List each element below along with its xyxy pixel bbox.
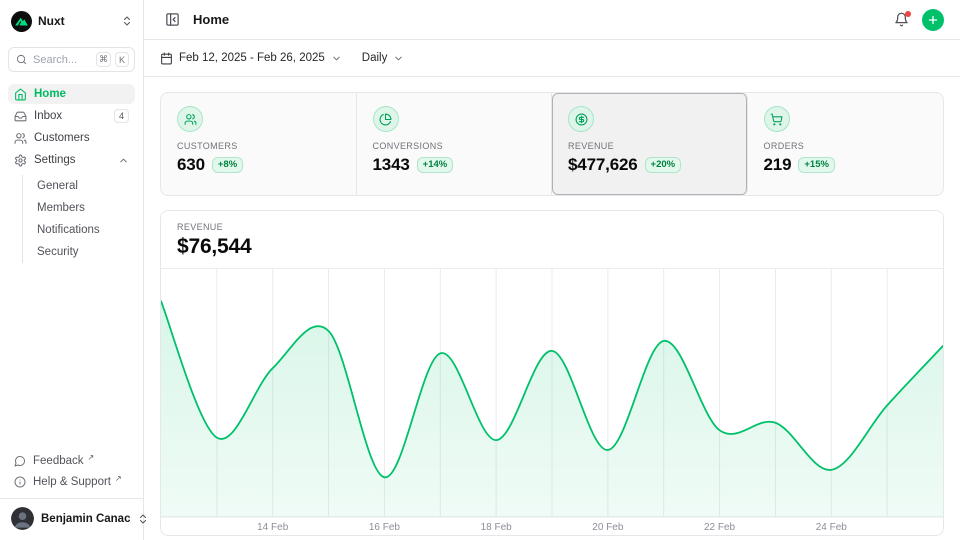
add-button[interactable] [922, 8, 944, 31]
sidebar-collapse-button[interactable] [160, 8, 184, 32]
feedback-label: Feedback [33, 454, 84, 467]
chart-metric-label: REVENUE [177, 222, 224, 232]
chart-header: REVENUE $76,544 [161, 211, 943, 269]
sidebar-item-customers[interactable]: Customers [8, 128, 135, 148]
sidebar-divider [0, 498, 143, 499]
stat-delta-badge: +14% [416, 157, 454, 173]
stat-label: ORDERS [763, 141, 805, 151]
date-range-label: Feb 12, 2025 - Feb 26, 2025 [179, 52, 325, 64]
message-circle-icon [14, 455, 26, 467]
settings-sub-list: General Members Notifications Security [22, 175, 135, 263]
notification-dot [905, 10, 911, 17]
stat-card-orders[interactable]: ORDERS 219 +15% [748, 93, 944, 195]
stat-card-conversions[interactable]: CONVERSIONS 1343 +14% [357, 93, 552, 195]
stat-delta-badge: +15% [798, 157, 835, 173]
stat-label: REVENUE [568, 141, 615, 151]
search-icon [16, 54, 27, 65]
granularity-label: Daily [361, 52, 388, 64]
users-icon [177, 106, 203, 132]
sidebar-item-label: Home [34, 88, 66, 100]
info-circle-icon [14, 476, 26, 488]
home-icon [14, 88, 27, 101]
chevron-up-icon [118, 155, 129, 166]
workspace-name: Nuxt [38, 14, 65, 28]
inbox-icon [14, 110, 27, 123]
pie-chart-icon [372, 106, 399, 132]
search-box[interactable]: ⌘ K [8, 47, 135, 72]
sidebar-item-settings[interactable]: Settings [8, 150, 135, 170]
chevrons-up-down-icon [121, 15, 133, 27]
stats-row: CUSTOMERS 630 +8% CONVERSIONS 1343 +14% [160, 92, 944, 196]
svg-text:24 Feb: 24 Feb [816, 522, 848, 533]
filters-toolbar: Feb 12, 2025 - Feb 26, 2025 Daily [144, 40, 960, 77]
svg-text:16 Feb: 16 Feb [369, 522, 401, 533]
sidebar-subitem-security[interactable]: Security [37, 246, 79, 258]
sidebar-item-label: Settings [34, 154, 76, 166]
svg-text:14 Feb: 14 Feb [257, 522, 289, 533]
users-icon [14, 132, 27, 145]
stat-card-customers[interactable]: CUSTOMERS 630 +8% [161, 93, 357, 195]
notifications-button[interactable] [889, 8, 913, 32]
user-name: Benjamin Canac [41, 512, 131, 525]
sidebar-nav: Home Inbox 4 Customers Settings [8, 84, 135, 263]
main-area: Home Feb 12, 2025 - Feb 26, 2025 Daily [144, 0, 960, 540]
sidebar-spacer [8, 263, 135, 450]
avatar [11, 507, 34, 530]
help-support-link[interactable]: Help & Support ↗ [8, 471, 135, 492]
stat-delta-badge: +8% [211, 157, 244, 173]
svg-text:20 Feb: 20 Feb [592, 522, 624, 533]
circle-dollar-icon [568, 106, 594, 132]
date-range-picker[interactable]: Feb 12, 2025 - Feb 26, 2025 [160, 52, 342, 65]
external-link-icon: ↗ [87, 453, 95, 462]
inbox-count-badge: 4 [113, 109, 129, 123]
chevron-down-icon [393, 53, 404, 64]
sidebar-item-label: Customers [34, 132, 90, 144]
sidebar-subitem-general[interactable]: General [37, 180, 78, 192]
chevron-down-icon [331, 53, 342, 64]
stat-label: CONVERSIONS [372, 141, 443, 151]
sidebar: Nuxt ⌘ K Home Inbo [0, 0, 147, 540]
stat-card-revenue[interactable]: REVENUE $477,626 +20% [552, 93, 748, 195]
calendar-icon [160, 52, 173, 65]
stat-value: 1343 [372, 155, 410, 174]
nuxt-logo-icon [11, 10, 32, 32]
stat-label: CUSTOMERS [177, 141, 238, 151]
sidebar-item-home[interactable]: Home [8, 84, 135, 104]
gear-icon [14, 154, 27, 167]
revenue-chart-panel: REVENUE $76,544 14 Feb 16 Feb 18 Feb 20 Feb… [160, 210, 944, 536]
svg-text:22 Feb: 22 Feb [704, 522, 736, 533]
sidebar-item-inbox[interactable]: Inbox 4 [8, 106, 135, 126]
search-input[interactable] [31, 52, 92, 67]
kbd-cmd: ⌘ [96, 52, 111, 67]
chevrons-up-down-icon [137, 513, 149, 525]
external-link-icon: ↗ [115, 474, 122, 483]
stat-value: $477,626 [568, 155, 638, 174]
stat-value: 219 [763, 155, 792, 174]
kbd-k: K [115, 52, 129, 67]
workspace-switcher[interactable]: Nuxt [8, 8, 135, 34]
sidebar-subitem-notifications[interactable]: Notifications [37, 224, 100, 236]
dashboard-content: CUSTOMERS 630 +8% CONVERSIONS 1343 +14% [144, 77, 960, 540]
page-title: Home [193, 12, 230, 27]
user-menu[interactable]: Benjamin Canac [8, 499, 147, 532]
granularity-select[interactable]: Daily [362, 52, 405, 64]
feedback-link[interactable]: Feedback ↗ [8, 450, 135, 471]
help-support-label: Help & Support [33, 475, 111, 488]
stat-value: 630 [177, 155, 205, 174]
sidebar-subitem-members[interactable]: Members [37, 202, 85, 214]
revenue-area-chart[interactable]: 14 Feb 16 Feb 18 Feb 20 Feb 22 Feb 24 Feb [161, 269, 943, 535]
sidebar-item-label: Inbox [34, 110, 63, 122]
stat-delta-badge: +20% [644, 157, 682, 173]
shopping-cart-icon [763, 106, 790, 132]
page-header: Home [144, 0, 960, 40]
chart-metric-value: $76,544 [177, 235, 252, 258]
svg-text:18 Feb: 18 Feb [481, 522, 513, 533]
